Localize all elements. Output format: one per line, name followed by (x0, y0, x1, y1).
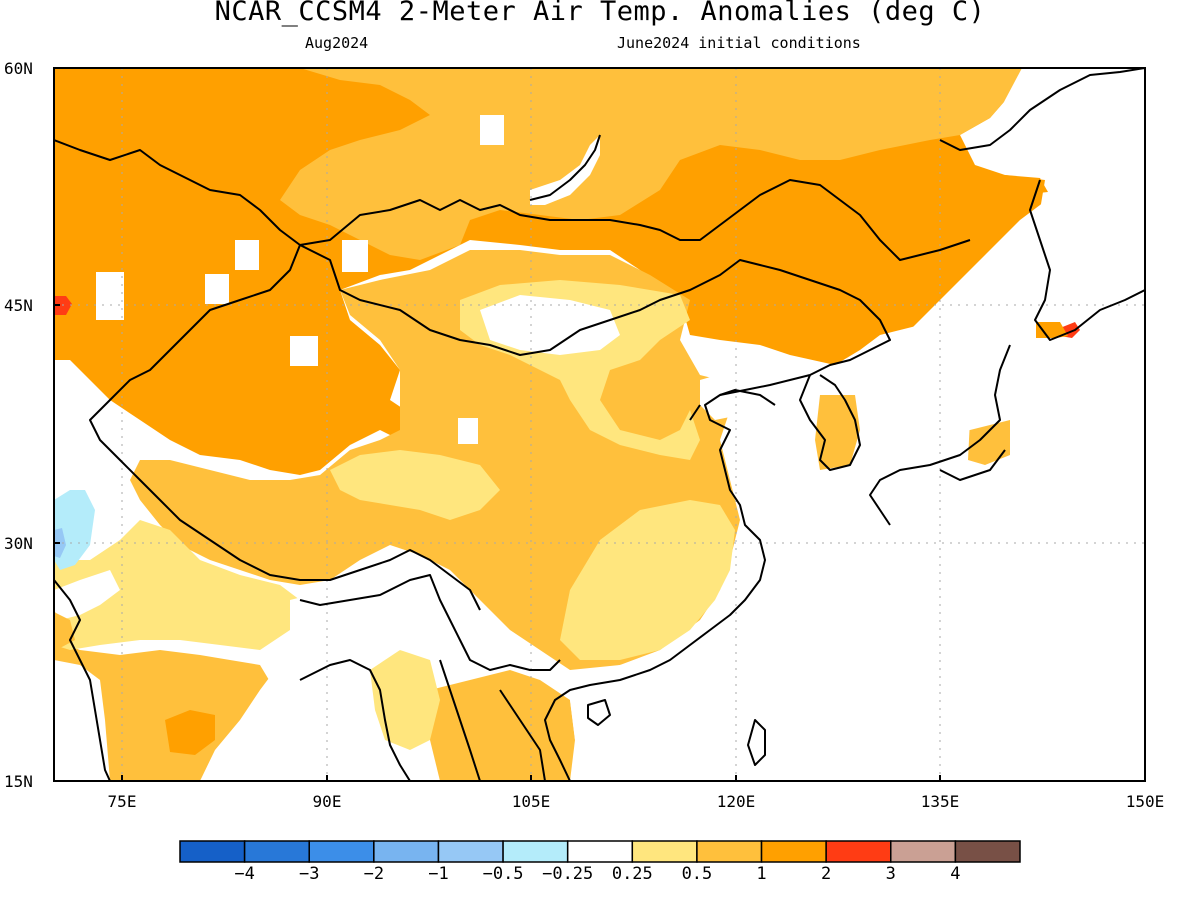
colorbar-label: −4 (234, 864, 254, 884)
border-russia-kazakhstan (54, 139, 971, 261)
border-indochina (439, 659, 546, 781)
anomaly-region-1-2-hokkaido (1036, 322, 1068, 338)
colorbar-swatch (760, 840, 827, 863)
colorbar-swatch (566, 840, 634, 863)
lake-mask-tengiz (205, 274, 229, 304)
map-frame (53, 67, 1146, 782)
anomaly-region-neutral-pacific (570, 340, 1145, 781)
coast-lake-baikal (529, 134, 601, 201)
anomaly-region-0_5-1-north (280, 68, 1022, 260)
colorbar-label: −2 (364, 864, 384, 884)
anomaly-region-neutral-himalaya (290, 565, 470, 660)
coast-hainan (587, 699, 611, 726)
coast-hokkaido-sakhalin (1029, 179, 1145, 341)
colorbar-swatch (308, 840, 375, 863)
init-conditions-label: June2024 initial conditions (617, 34, 861, 52)
anomaly-region-neutral-gobi (480, 295, 620, 355)
colorbar-label: −0.25 (542, 864, 593, 884)
map-title: NCAR_CCSM4 2-Meter Air Temp. Anomalies (… (214, 0, 986, 27)
anomaly-region-negative-pakistan (54, 490, 95, 570)
lon-tick-150e: 150E (1126, 792, 1165, 811)
colorbar-label: 3 (886, 864, 896, 884)
border-china-north (299, 244, 891, 376)
coastlines-and-borders (54, 68, 1145, 781)
lake-mask-balkhash (290, 336, 318, 366)
anomaly-region-neutral-okhotsk (990, 68, 1145, 190)
coast-korea (799, 374, 861, 471)
coast-china-east (544, 374, 811, 781)
anomaly-region-0_5-1-indochina (430, 670, 575, 781)
lon-tick-105e: 105E (512, 792, 551, 811)
colorbar-swatch (243, 840, 310, 863)
colorbar-swatch (179, 840, 246, 863)
axis-tick-marks (54, 304, 941, 781)
colorbar-swatch (631, 840, 698, 863)
coast-japan (869, 344, 1011, 526)
anomaly-fields (54, 68, 1145, 781)
lat-tick-45n: 45N (4, 296, 33, 315)
colorbar: −4 −3 −2 −1 −0.5 −0.25 0.25 0.5 1 2 3 4 (179, 840, 1021, 884)
lake-mask-issyk (458, 418, 478, 444)
anomaly-region-neutral-arabian-sea (54, 660, 110, 781)
coast-okhotsk (939, 68, 1145, 151)
border-china-west (89, 244, 481, 611)
anomaly-region-neutral-india-west (54, 570, 120, 620)
lat-tick-15n: 15N (4, 772, 33, 791)
colorbar-swatch (502, 840, 569, 863)
colorbar-swatch (437, 840, 504, 863)
lake-mask-aral (96, 272, 124, 320)
colorbar-swatch (373, 840, 440, 863)
lat-tick-60n: 60N (4, 59, 33, 78)
anomaly-region-0_5-1-korea (815, 395, 860, 470)
colorbar-swatch (890, 840, 957, 863)
lake-mask-baikal (530, 135, 600, 205)
colorbar-label: 1 (756, 864, 766, 884)
anomaly-region-neutral-bay (200, 665, 385, 781)
lake-mask-zaysan (342, 240, 368, 272)
colorbar-label: −0.5 (483, 864, 524, 884)
border-himalaya (299, 574, 561, 671)
anomaly-region-neutral-japan-sea (860, 120, 1145, 450)
colorbar-label: 4 (950, 864, 960, 884)
anomaly-region-0_25-0_5-southchina (560, 500, 735, 660)
lat-tick-30n: 30N (4, 534, 33, 553)
lon-tick-90e: 90E (313, 792, 342, 811)
map-gridlines (54, 68, 1145, 781)
lake-mask-chany (235, 240, 259, 270)
anomaly-region-neutral-bohai (700, 370, 760, 420)
colorbar-swatch (696, 840, 763, 863)
lake-mask-north (480, 115, 504, 145)
colorbar-label: 0.5 (682, 864, 713, 884)
lon-tick-135e: 135E (921, 792, 960, 811)
coast-taiwan (747, 719, 766, 766)
lon-tick-75e: 75E (108, 792, 137, 811)
colorbar-swatch (954, 840, 1021, 863)
colorbar-swatch (825, 840, 892, 863)
anomaly-region-0_25-0_5-indochina (370, 650, 440, 750)
anomaly-region-0_25-0_5-india (54, 520, 300, 650)
colorbar-label: 2 (821, 864, 831, 884)
colorbar-label: −1 (428, 864, 448, 884)
colorbar-label: −3 (299, 864, 319, 884)
anomaly-region-1-2-india-central (165, 710, 215, 755)
lon-tick-120e: 120E (717, 792, 756, 811)
valid-month-label: Aug2024 (305, 34, 369, 52)
coast-india (54, 579, 411, 781)
coast-bohai (689, 389, 776, 421)
anomaly-region-0_25-0_5-tibet (330, 450, 500, 520)
colorbar-label: 0.25 (612, 864, 653, 884)
